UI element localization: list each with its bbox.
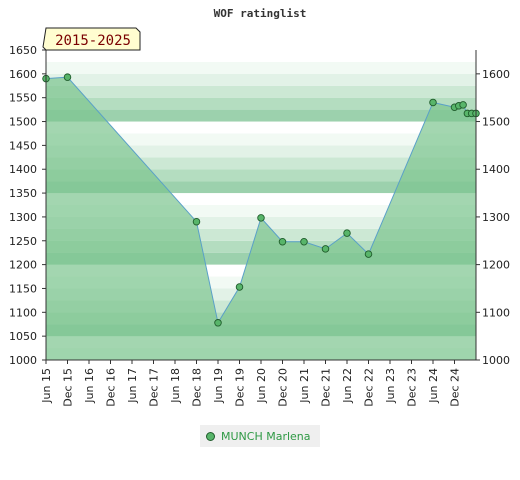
x-axis: Jun 15 Dec 15 Jun 16 Dec 16 Jun 17 Dec 17 Jun …	[40, 359, 476, 407]
x-tick-label: Jun 17	[126, 368, 139, 404]
y-tick-label-left: 1300	[9, 211, 37, 224]
data-point	[63, 73, 72, 81]
x-tick-label: Dec 23	[406, 368, 419, 407]
x-tick-label: Jun 18	[169, 368, 182, 404]
period-box: 2015-2025	[42, 27, 141, 51]
y-tick-label-left: 1250	[9, 235, 37, 248]
data-point	[214, 319, 222, 327]
x-tick-label: Dec 18	[191, 368, 204, 407]
background-band	[46, 205, 476, 217]
y-tick-label-left: 1150	[9, 282, 37, 295]
y-tick-label-left: 1550	[9, 92, 37, 105]
y-tick-label-left: 1350	[9, 187, 37, 200]
background-band	[46, 73, 476, 86]
data-point	[278, 237, 287, 246]
x-tick-label: Jun 20	[255, 368, 268, 404]
y-tick-label-left: 1600	[9, 68, 37, 81]
data-point	[459, 101, 467, 109]
background-band	[46, 145, 476, 158]
data-point	[235, 283, 244, 291]
y-axis-right: 1000 1100 1200 1300 1400 1500 1600	[475, 50, 510, 367]
period-box-background	[42, 27, 141, 51]
background-band	[46, 169, 476, 182]
x-tick-label: Dec 16	[105, 368, 118, 407]
x-tick-label: Jun 22	[341, 368, 354, 404]
x-tick-label: Dec 15	[62, 368, 75, 407]
background-band	[46, 61, 476, 74]
legend-marker-icon	[206, 431, 215, 441]
y-tick-label-left: 1650	[9, 44, 37, 57]
x-tick-label: Dec 17	[148, 368, 161, 407]
x-tick-label: Jun 24	[427, 368, 440, 404]
background-band	[46, 109, 476, 122]
legend: MUNCH Marlena	[200, 425, 320, 447]
x-tick-label: Dec 21	[320, 368, 333, 407]
background-band	[46, 157, 476, 170]
chart-title: WOF ratinglist	[214, 7, 307, 20]
data-point	[321, 245, 330, 253]
x-tick-label: Dec 19	[234, 368, 247, 407]
y-tick-label-left: 1200	[9, 259, 37, 272]
legend-label: MUNCH Marlena	[221, 429, 311, 443]
y-tick-label-right: 1500	[482, 116, 510, 129]
x-tick-label: Dec 20	[277, 368, 290, 407]
y-tick-label-left: 1050	[9, 330, 37, 343]
data-point	[343, 229, 351, 237]
y-tick-label-right: 1600	[482, 68, 510, 81]
y-tick-label-left: 1450	[9, 139, 37, 152]
x-tick-label: Dec 22	[363, 368, 376, 407]
background-band	[46, 193, 476, 205]
data-point	[257, 214, 265, 222]
y-tick-label-right: 1100	[482, 306, 510, 319]
x-tick-label: Jun 15	[40, 368, 53, 404]
x-tick-label: Jun 23	[384, 368, 397, 404]
y-tick-label-right: 1200	[482, 259, 510, 272]
x-tick-label: Jun 19	[212, 368, 225, 404]
series-markers	[42, 73, 480, 327]
y-tick-label-right: 1000	[482, 354, 510, 367]
y-tick-label-left: 1000	[9, 354, 37, 367]
background-band	[46, 121, 476, 134]
background-band	[46, 133, 476, 146]
data-point	[364, 250, 373, 258]
y-tick-label-left: 1100	[9, 306, 37, 319]
y-axis-left: 1000 1050 1100 1150 1200 1250 1300 1350 1400 1450…	[9, 44, 47, 367]
background-band	[46, 85, 476, 98]
data-point	[192, 217, 201, 226]
data-point	[429, 98, 437, 107]
background-band	[46, 50, 476, 62]
y-tick-label-left: 1400	[9, 163, 37, 176]
y-tick-label-right: 1400	[482, 163, 510, 176]
y-tick-label-right: 1300	[482, 211, 510, 224]
period-label: 2015-2025	[55, 33, 131, 49]
data-point	[300, 237, 308, 246]
x-tick-label: Dec 24	[449, 368, 462, 407]
background-band	[46, 97, 476, 110]
x-tick-label: Jun 16	[83, 368, 96, 404]
background-band	[46, 181, 476, 194]
y-tick-label-left: 1500	[9, 116, 37, 129]
x-tick-label: Jun 21	[298, 368, 311, 404]
